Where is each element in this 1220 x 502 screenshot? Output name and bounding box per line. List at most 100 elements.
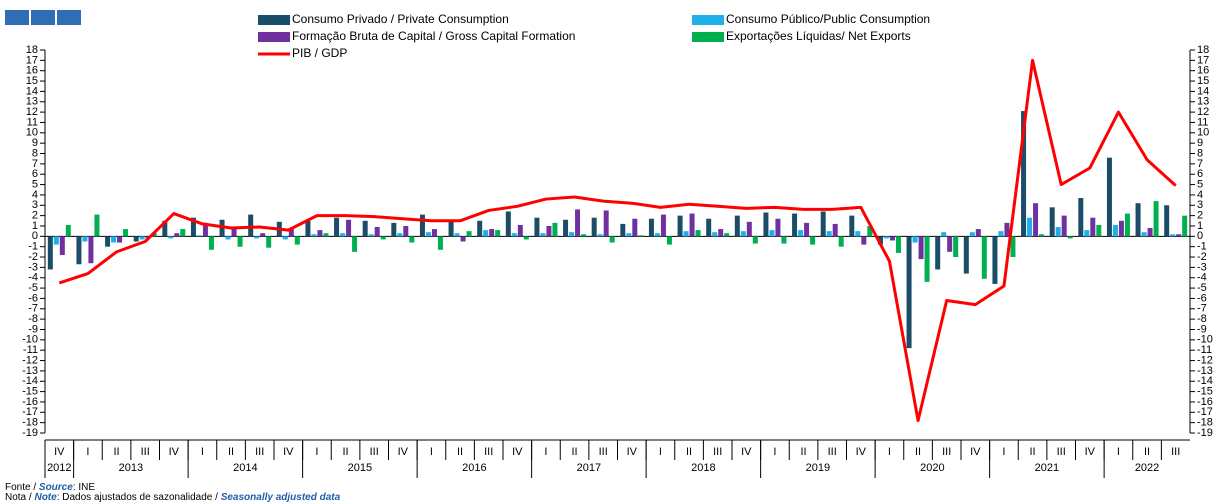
y2-tick-label: 5 — [1197, 178, 1203, 190]
bar — [877, 236, 883, 245]
y-tick-label: 7 — [32, 158, 38, 170]
bar — [734, 215, 740, 237]
x-tick-label: IV — [970, 446, 981, 458]
y2-tick-label: -8 — [1197, 313, 1207, 325]
bar — [305, 220, 311, 237]
x-tick-label: I — [1117, 446, 1120, 458]
y-tick-label: -16 — [22, 396, 38, 408]
bar — [105, 236, 111, 247]
bar — [992, 236, 998, 284]
y2-tick-label: 6 — [1197, 168, 1203, 180]
bar — [906, 236, 912, 349]
bar — [425, 232, 431, 237]
bar — [437, 236, 443, 250]
y-tick-label: 9 — [32, 137, 38, 149]
y2-tick-label: -10 — [1197, 334, 1213, 346]
year-label: 2018 — [691, 462, 715, 474]
y-tick-label: -18 — [22, 417, 38, 429]
y-tick-label: -6 — [28, 292, 38, 304]
bar — [1049, 207, 1055, 237]
bar — [374, 227, 380, 237]
bar — [1170, 234, 1176, 237]
y2-tick-label: 13 — [1197, 96, 1209, 108]
bar — [1153, 201, 1159, 237]
y-tick-label: 17 — [26, 54, 38, 66]
x-tick-label: III — [255, 446, 264, 458]
bar — [391, 222, 397, 237]
y-tick-label: 18 — [26, 44, 38, 56]
bar — [133, 236, 139, 242]
bar — [569, 232, 575, 237]
y-tick-label: -12 — [22, 354, 38, 366]
bar — [597, 234, 603, 237]
x-tick-label: II — [1144, 446, 1150, 458]
y-tick-label: 13 — [26, 96, 38, 108]
y-tick-label: -8 — [28, 313, 38, 325]
x-tick-label: III — [1057, 446, 1066, 458]
y-tick-label: 2 — [32, 210, 38, 222]
y2-tick-label: -15 — [1197, 386, 1213, 398]
bar — [517, 224, 523, 237]
bar — [266, 236, 272, 248]
bar — [94, 214, 100, 237]
x-tick-label: III — [828, 446, 837, 458]
year-label: 2016 — [462, 462, 486, 474]
bar — [76, 236, 82, 265]
bar — [53, 236, 59, 245]
y-tick-label: 4 — [32, 189, 38, 201]
bar — [626, 233, 632, 237]
legend-label: Formação Bruta de Capital / Gross Capita… — [292, 29, 575, 43]
bar — [752, 236, 758, 244]
bar — [1061, 215, 1067, 237]
y2-tick-label: -19 — [1197, 427, 1213, 439]
bar — [826, 231, 832, 237]
bar — [746, 221, 752, 237]
legend-marker — [258, 32, 290, 42]
bar — [695, 230, 701, 237]
y2-tick-label: -3 — [1197, 261, 1207, 273]
bar — [1033, 203, 1039, 237]
x-tick-label: IV — [283, 446, 294, 458]
x-tick-label: II — [801, 446, 807, 458]
bar — [804, 222, 810, 237]
bar — [1078, 198, 1084, 237]
bar — [810, 236, 816, 245]
bar — [523, 236, 529, 240]
bar — [953, 236, 959, 258]
bar — [1135, 203, 1141, 237]
x-tick-label: IV — [1085, 446, 1096, 458]
y2-tick-label: 15 — [1197, 75, 1209, 87]
bar — [346, 219, 352, 237]
bar — [575, 209, 581, 237]
bar — [1039, 234, 1045, 237]
bar — [724, 233, 730, 237]
y-tick-label: 8 — [32, 147, 38, 159]
bar — [998, 231, 1004, 237]
bar — [397, 233, 403, 237]
bar — [1118, 220, 1124, 237]
bar — [180, 229, 186, 237]
bar — [654, 233, 660, 237]
y2-tick-label: 1 — [1197, 220, 1203, 232]
bar — [609, 236, 615, 243]
bar — [362, 220, 368, 237]
bar — [712, 232, 718, 237]
y-tick-label: -10 — [22, 334, 38, 346]
x-tick-label: I — [544, 446, 547, 458]
y2-tick-label: 16 — [1197, 65, 1209, 77]
bar — [1124, 213, 1130, 237]
x-tick-label: I — [659, 446, 662, 458]
bar — [947, 236, 953, 252]
y-tick-label: -15 — [22, 386, 38, 398]
bar — [1164, 205, 1170, 237]
y2-tick-label: -5 — [1197, 282, 1207, 294]
bar — [237, 236, 243, 247]
bar — [552, 222, 558, 237]
bar — [340, 233, 346, 237]
logo-block — [57, 10, 81, 25]
bar — [231, 228, 237, 237]
y2-tick-label: -12 — [1197, 354, 1213, 366]
y-tick-label: -11 — [23, 344, 38, 356]
